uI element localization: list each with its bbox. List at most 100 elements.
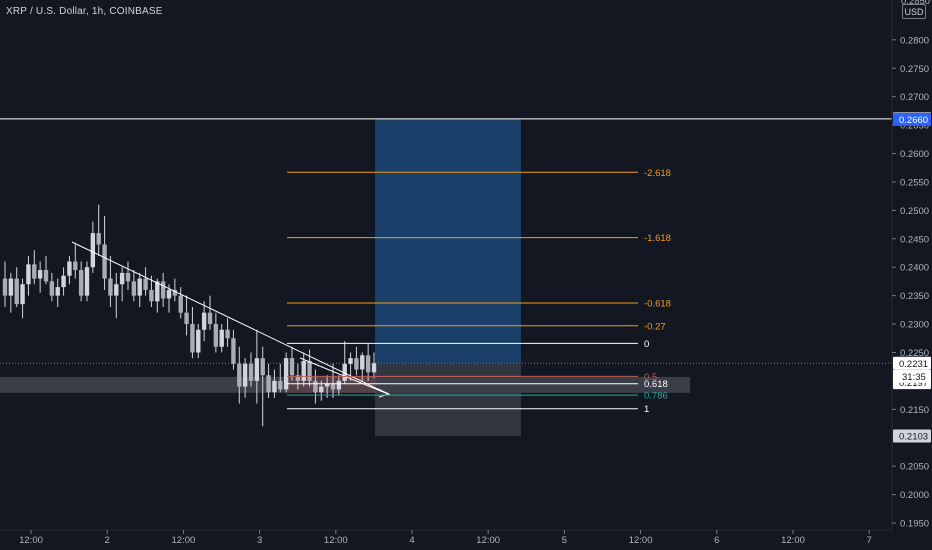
candle [119,267,125,302]
candle [78,261,84,302]
candle [254,329,260,404]
time-tick-label: 3 [257,535,262,546]
price-tick-label: 0.2350 [900,291,929,302]
candle [371,352,377,379]
candle [114,272,119,319]
candle-body [84,267,90,296]
candle-body [14,278,19,305]
fib-level: 0.618 [287,379,668,390]
price-tag-label: 0.2231 [899,359,928,370]
candlestick-series [2,204,377,427]
candle-body [283,358,289,390]
time-tick-label: 7 [867,535,872,546]
fib-label: 0 [644,339,649,350]
countdown-bg [893,369,931,383]
time-tick-label: 5 [562,535,567,546]
candle [231,329,236,370]
candle [289,346,295,381]
price-tag-bg [893,429,931,443]
time-axis[interactable]: 12:00 2 12:00 3 12:00 4 12:00 5 12:00 6 12:00 7 [0,529,892,546]
drawing-zones [0,118,892,437]
candle-body [137,278,142,296]
candle-body [301,360,306,381]
candle-body [272,380,277,393]
candle-body [125,272,131,282]
fib-level: -0.27 [287,321,666,332]
price-tag: 0.2231 [893,356,931,370]
price-tick-label: 0.2450 [900,234,929,245]
candle-body [242,363,248,387]
stop-zone [375,363,521,437]
candle-body [237,363,242,387]
candle-body [73,261,78,271]
price-tag: 0.2660 [893,112,931,126]
candle [2,261,8,307]
candle-body [295,375,301,381]
fib-label: -0.27 [644,321,666,332]
candle-body [254,358,260,381]
candle [143,267,148,296]
candle [108,255,113,307]
price-tick-label: 0.2050 [900,462,929,473]
candle-body [49,281,55,296]
candle [219,324,224,353]
candle [96,204,101,256]
price-tick-label: 0.1950 [900,519,929,530]
fib-level: -0.618 [287,299,671,310]
candle [237,346,242,404]
price-axis[interactable]: 0.2850 0.2800 0.2750 0.2700 0.2650 0.2600 0.25… [891,0,930,530]
candle [155,278,160,313]
candle-body [55,287,60,296]
candle-body [360,355,365,370]
candle-body [61,275,66,288]
fib-label: -0.618 [644,299,671,310]
candle [84,261,90,302]
candle-body [2,278,8,296]
downtrend-line [71,241,385,393]
time-tick-label: 12:00 [324,535,348,546]
symbol-title: XRP / U.S. Dollar, 1h, COINBASE [6,6,163,17]
candle-body [207,312,213,325]
candle [201,301,207,342]
candle-body [178,295,183,313]
candle-body [114,284,119,296]
candle [149,275,154,307]
candle-body [149,289,154,302]
fib-label: 0.5 [644,372,657,383]
price-tag-label: 0.2660 [899,115,928,126]
candle-body [166,289,172,299]
candle [37,261,43,293]
price-tick-label: 0.2600 [900,149,929,160]
candle [131,270,137,302]
candle-body [143,278,148,290]
candle [26,255,31,296]
candle-body [313,380,318,393]
candle-body [131,281,137,296]
time-tick-label: 12:00 [172,535,196,546]
candle-body [225,329,230,339]
time-tick-label: 12:00 [629,535,653,546]
candle [324,375,330,398]
candle [55,278,60,307]
candle-body [172,289,178,296]
candle [14,267,19,307]
candle-body [219,329,224,347]
candle-body [342,363,347,381]
arrow-head-icon [377,388,391,398]
price-tick-label: 0.2800 [900,35,929,46]
fib-level: -2.618 [287,168,671,179]
candle [49,272,55,302]
price-tick-label: 0.2700 [900,92,929,103]
candle [266,363,271,398]
candle-body [78,270,84,296]
fib-level: 1 [287,404,649,415]
currency-button[interactable]: USD [902,4,926,19]
candle [102,216,107,290]
candle [196,324,201,359]
countdown-tag: 31:35 [893,369,931,383]
price-tick-label: 0.2500 [900,206,929,217]
candle [8,272,14,313]
candle-body [213,324,219,347]
fib-label: 0.786 [644,391,668,402]
